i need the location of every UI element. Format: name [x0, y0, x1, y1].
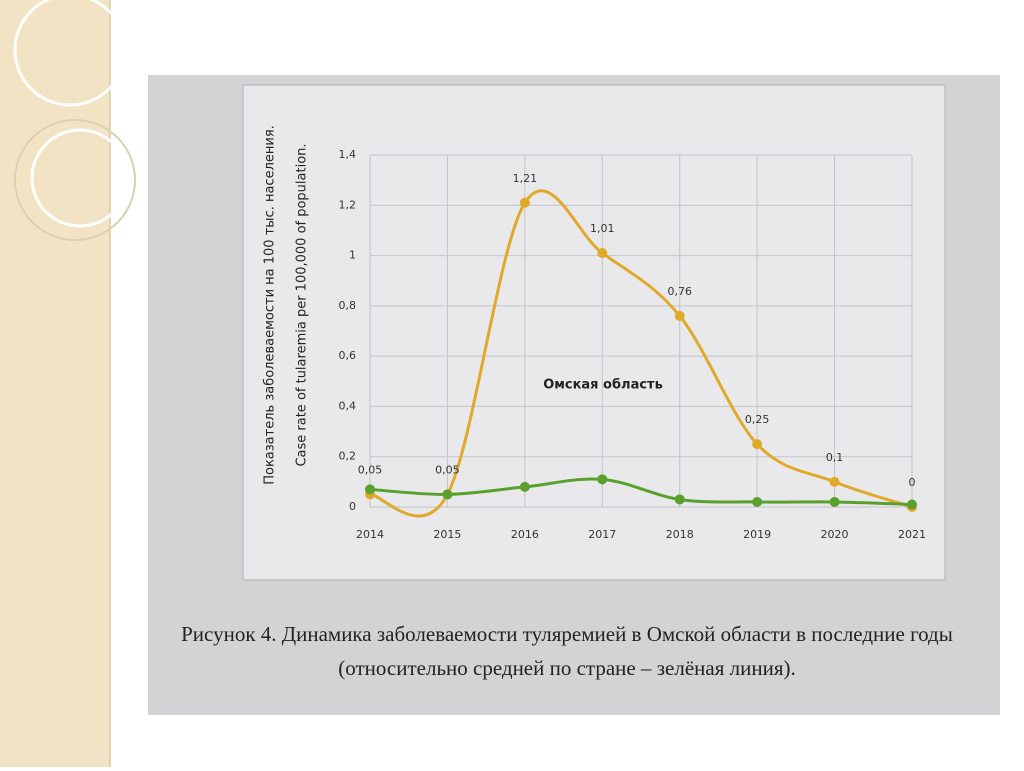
point — [365, 484, 375, 495]
x-tick-label: 2017 — [588, 528, 616, 541]
x-tick-label: 2021 — [898, 528, 926, 541]
point — [519, 197, 530, 208]
point — [752, 496, 763, 507]
point — [829, 496, 840, 507]
y-tick-label: 0,6 — [339, 349, 357, 362]
caption-line: (относительно средней по стране – зелёна… — [338, 656, 795, 680]
x-tick-label: 2014 — [356, 528, 384, 541]
x-tick-label: 2020 — [821, 528, 849, 541]
x-tick-label: 2019 — [743, 528, 771, 541]
y-tick-label: 0,4 — [339, 399, 357, 412]
decor-circle — [14, 119, 136, 241]
y-label-line: Показатель заболеваемости на 100 тыс. на… — [263, 125, 278, 485]
y-tick-label: 1,4 — [339, 148, 357, 161]
y-tick-label: 0,2 — [339, 450, 357, 463]
data-label: 0,1 — [826, 451, 844, 464]
decor-circle — [30, 128, 130, 228]
point — [907, 499, 917, 510]
data-label: 0,76 — [667, 285, 692, 298]
point — [674, 494, 685, 505]
data-label: 0,05 — [435, 463, 460, 476]
decor-circle — [13, 0, 127, 107]
point — [442, 489, 453, 500]
point — [829, 476, 840, 487]
x-tick-label: 2018 — [666, 528, 694, 541]
y-label: Показатель заболеваемости на 100 тыс. на… — [263, 125, 310, 485]
x-tick-label: 2015 — [433, 528, 461, 541]
data-label: 0,25 — [745, 413, 770, 426]
caption-line: Рисунок 4. Динамика заболеваемости туляр… — [181, 622, 953, 646]
y-tick-label: 0,8 — [339, 299, 357, 312]
point — [597, 248, 608, 259]
side-strip — [0, 0, 110, 767]
x-tick-label: 2016 — [511, 528, 539, 541]
data-label: 0 — [909, 476, 916, 489]
point — [519, 481, 530, 492]
series-line — [369, 477, 913, 506]
y-tick-label: 0 — [349, 500, 356, 513]
data-label: 0,05 — [358, 463, 383, 476]
data-label: 1,01 — [590, 222, 615, 235]
annotation: Омская область — [543, 378, 663, 393]
y-tick-label: 1 — [349, 249, 356, 262]
y-tick-label: 1,2 — [339, 198, 357, 211]
point — [597, 474, 608, 485]
chart-frame — [242, 84, 946, 581]
point — [674, 310, 685, 321]
y-label-line: Case rate of tularemia per 100,000 of po… — [295, 143, 310, 466]
data-label: 1,21 — [513, 172, 538, 185]
point — [752, 439, 763, 450]
